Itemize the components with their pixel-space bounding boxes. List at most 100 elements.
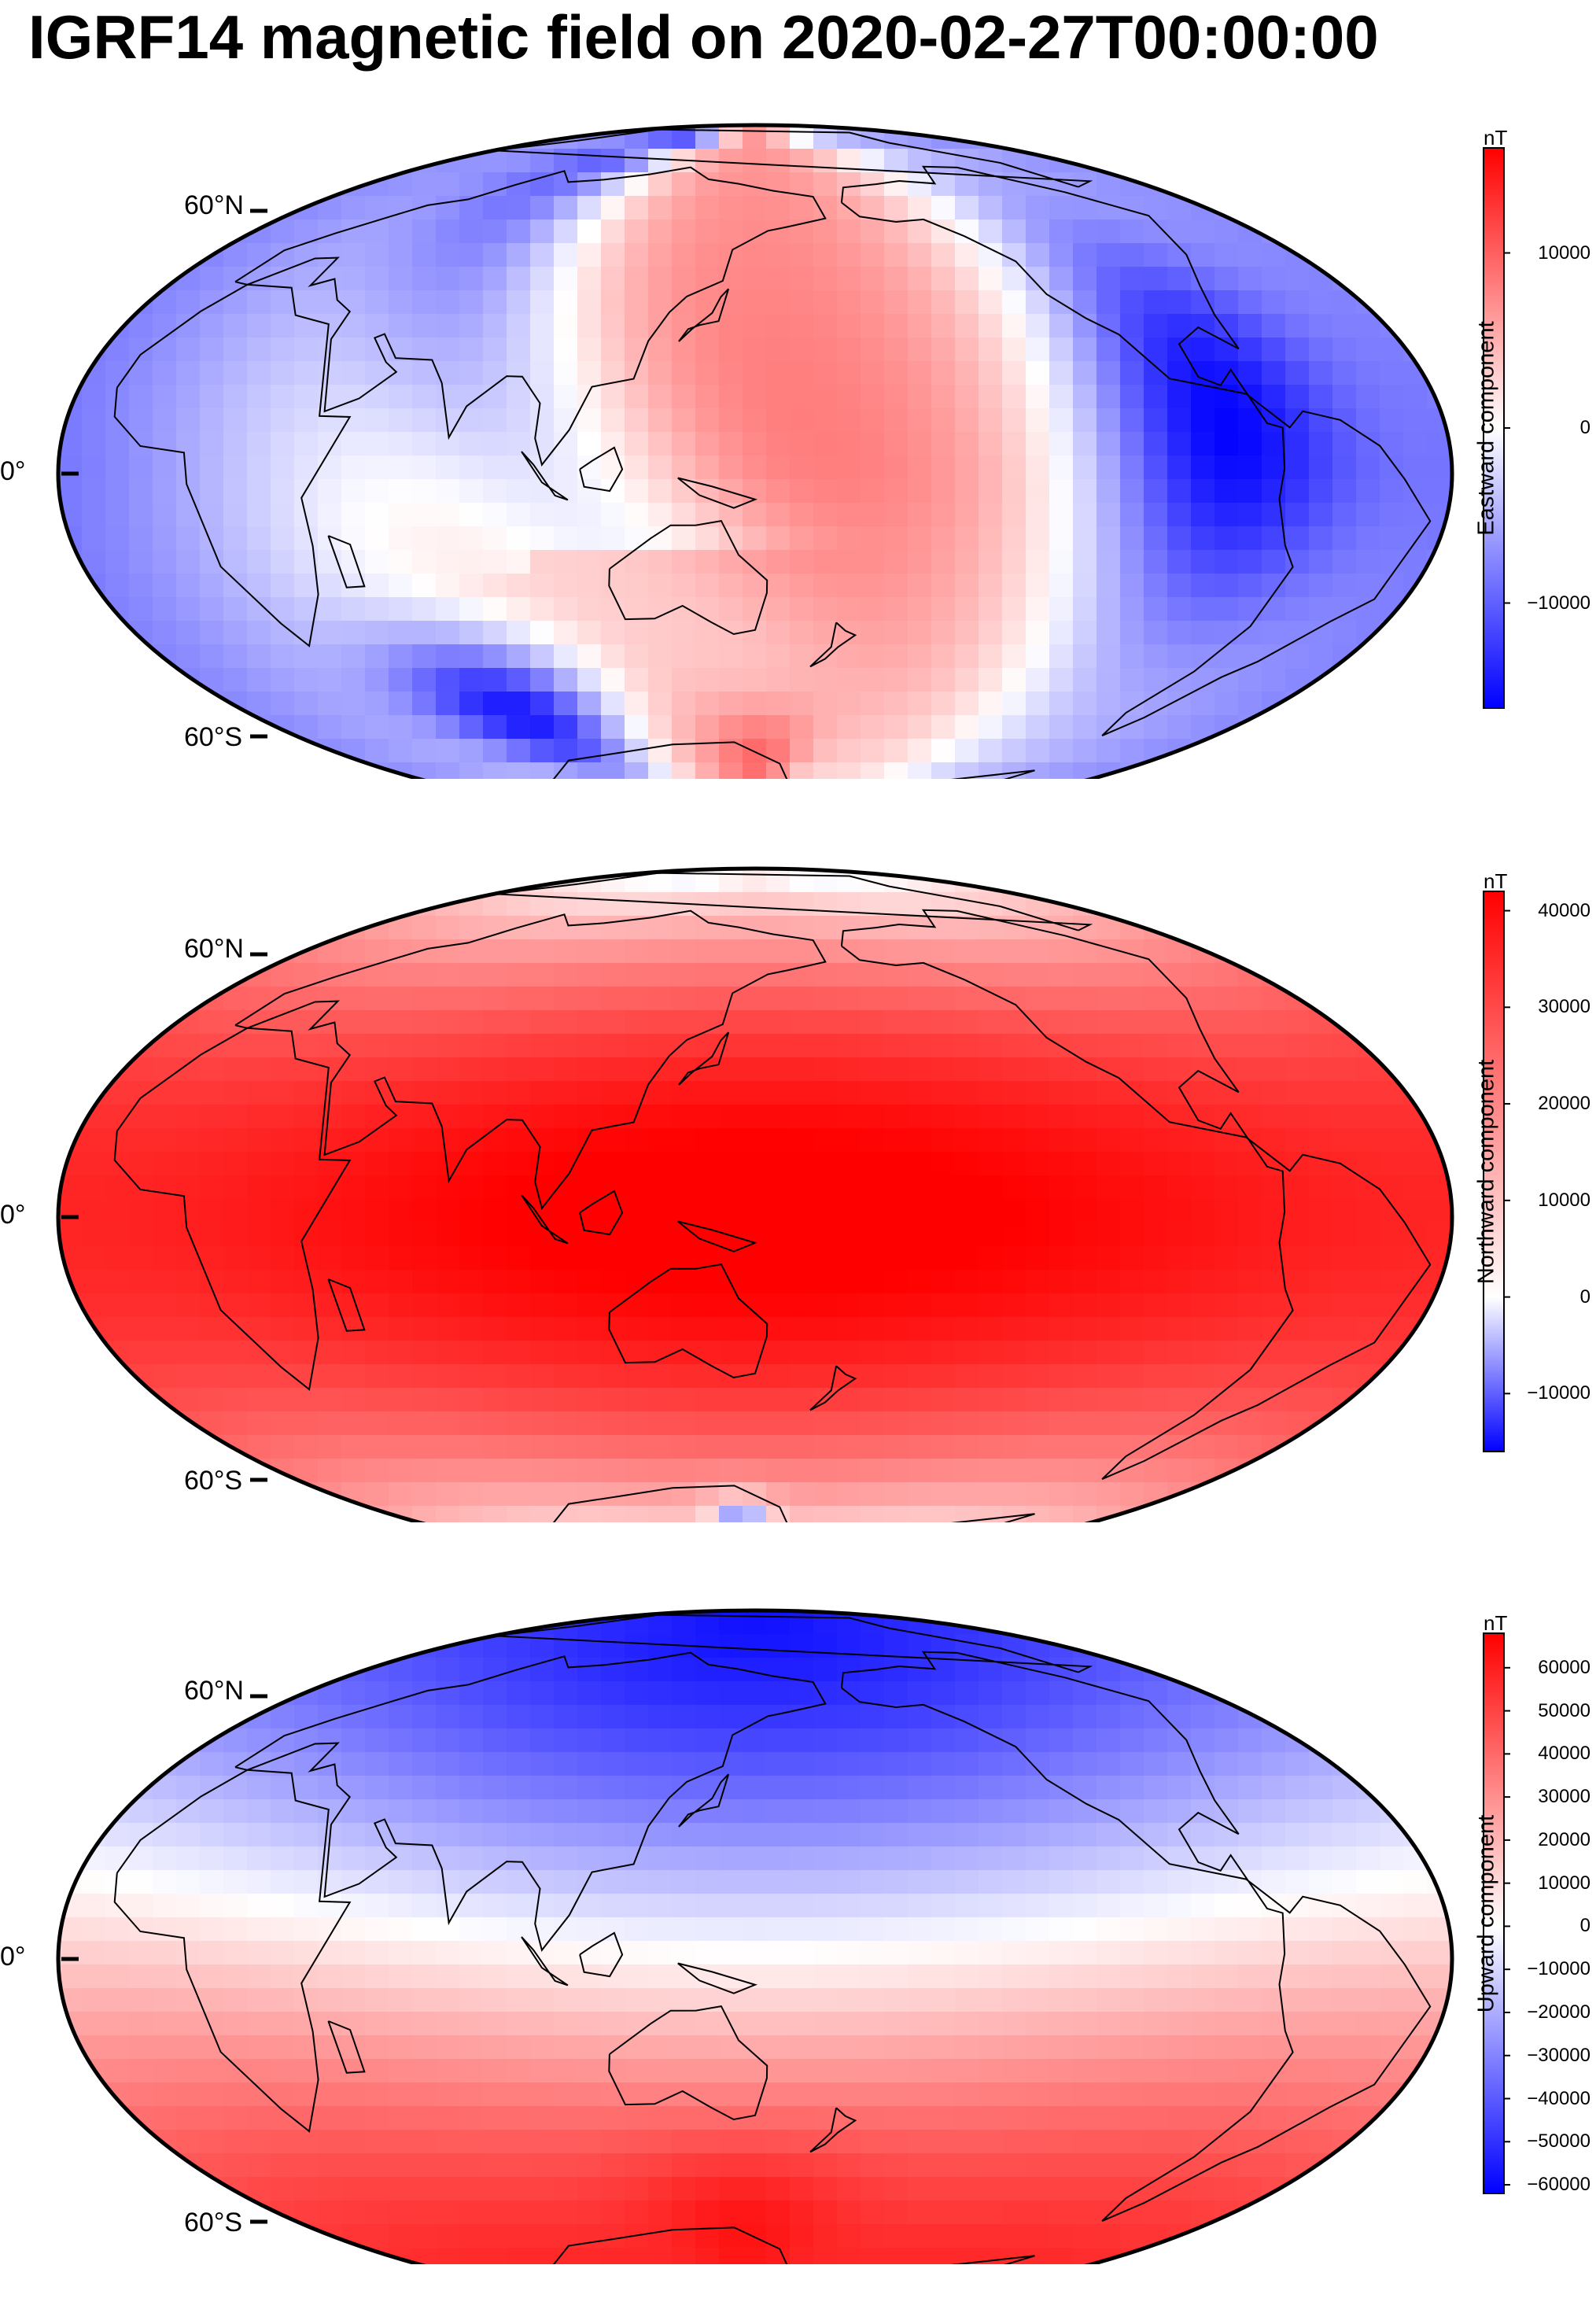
raster-cell xyxy=(1026,963,1050,987)
raster-cell xyxy=(648,1705,673,1729)
raster-cell xyxy=(884,1152,909,1176)
raster-cell xyxy=(861,1317,885,1341)
raster-cell xyxy=(884,503,909,527)
raster-cell xyxy=(743,1846,767,1871)
raster-cell xyxy=(1026,196,1050,220)
raster-cell xyxy=(341,1388,366,1412)
raster-cell xyxy=(1238,361,1262,386)
raster-cell xyxy=(861,1870,885,1894)
raster-cell xyxy=(837,2012,861,2036)
raster-cell xyxy=(389,1105,413,1129)
raster-cell xyxy=(625,2153,649,2178)
raster-cell xyxy=(294,2177,319,2201)
raster-cell xyxy=(1262,1199,1286,1223)
raster-cell xyxy=(365,1941,389,1965)
raster-cell xyxy=(1238,1270,1262,1294)
raster-cell xyxy=(743,1988,767,2012)
raster-cell xyxy=(1332,1988,1357,2012)
raster-cell xyxy=(813,2035,838,2060)
raster-cell xyxy=(861,644,885,669)
raster-cell xyxy=(931,1988,956,2012)
raster-cell xyxy=(153,314,177,338)
raster-cell xyxy=(601,692,625,716)
raster-cell xyxy=(1120,1988,1144,2012)
raster-cell xyxy=(1049,338,1074,362)
raster-cell xyxy=(1167,219,1192,244)
raster-cell xyxy=(483,621,507,645)
raster-cell xyxy=(1191,408,1215,433)
raster-cell xyxy=(365,243,389,267)
raster-cell xyxy=(530,456,555,480)
raster-cell xyxy=(1450,526,1452,551)
raster-cell xyxy=(389,385,413,409)
raster-cell xyxy=(672,2248,696,2264)
coastlines xyxy=(113,1614,1432,2264)
raster-cell xyxy=(223,1870,248,1894)
raster-cell xyxy=(294,267,319,291)
raster-cell xyxy=(507,1081,531,1105)
raster-cell xyxy=(648,1175,673,1200)
raster-cell xyxy=(908,963,932,987)
raster-cell xyxy=(790,644,814,669)
raster-cell xyxy=(1097,2177,1121,2201)
raster-cell xyxy=(1215,1246,1239,1271)
raster-cell xyxy=(200,2130,224,2154)
raster-cell xyxy=(861,408,885,433)
raster-cell xyxy=(436,1776,460,1800)
raster-cell xyxy=(318,1846,342,1871)
raster-cell xyxy=(1332,503,1357,527)
raster-cell xyxy=(837,644,861,669)
raster-cell xyxy=(365,1411,389,1436)
raster-cell xyxy=(695,125,720,149)
raster-cell xyxy=(577,172,602,197)
raster-cell xyxy=(1356,1964,1380,1989)
raster-cell xyxy=(294,2130,319,2154)
raster-cell xyxy=(908,267,932,291)
raster-cell xyxy=(294,338,319,362)
raster-cell xyxy=(200,1128,224,1153)
raster-cell xyxy=(554,2059,578,2083)
raster-cell xyxy=(1238,408,1262,433)
raster-cell xyxy=(530,196,555,220)
raster-cell xyxy=(459,1506,484,1522)
raster-cell xyxy=(577,621,602,645)
raster-cell xyxy=(129,1823,153,1847)
raster-cell xyxy=(483,1776,507,1800)
raster-cell xyxy=(1144,939,1168,964)
raster-cell xyxy=(719,219,743,244)
raster-cell xyxy=(1097,621,1121,645)
raster-cell xyxy=(908,739,932,763)
raster-cell xyxy=(884,1941,909,1965)
raster-cell xyxy=(129,1988,153,2012)
raster-cell xyxy=(766,892,791,917)
raster-cell xyxy=(436,1459,460,1483)
raster-cell xyxy=(1097,2082,1121,2107)
raster-cell xyxy=(507,1988,531,2012)
raster-cell xyxy=(884,1081,909,1105)
raster-cell xyxy=(743,1175,767,1200)
raster-cell xyxy=(813,526,838,551)
raster-cell xyxy=(1403,1894,1428,1918)
raster-cell xyxy=(790,125,814,149)
raster-cell xyxy=(719,1459,743,1483)
raster-cell xyxy=(223,1388,248,1412)
raster-cell xyxy=(318,1364,342,1389)
raster-cell xyxy=(483,2224,507,2248)
raster-cell xyxy=(341,526,366,551)
raster-cell xyxy=(1380,432,1404,456)
raster-cell xyxy=(955,385,979,409)
raster-cell xyxy=(625,1459,649,1483)
raster-cell xyxy=(223,2082,248,2107)
raster-cell xyxy=(1215,1341,1239,1365)
raster-cell xyxy=(766,125,791,149)
raster-cell xyxy=(341,1776,366,1800)
raster-cell xyxy=(1403,1941,1428,1965)
colorbar-unit: nT xyxy=(1484,126,1508,149)
raster-cell xyxy=(412,2106,437,2130)
raster-cell xyxy=(436,1506,460,1522)
raster-cell xyxy=(341,196,366,220)
raster-cell xyxy=(507,692,531,716)
raster-cell xyxy=(1238,1152,1262,1176)
raster-cell xyxy=(861,2012,885,2036)
raster-cell xyxy=(1120,503,1144,527)
